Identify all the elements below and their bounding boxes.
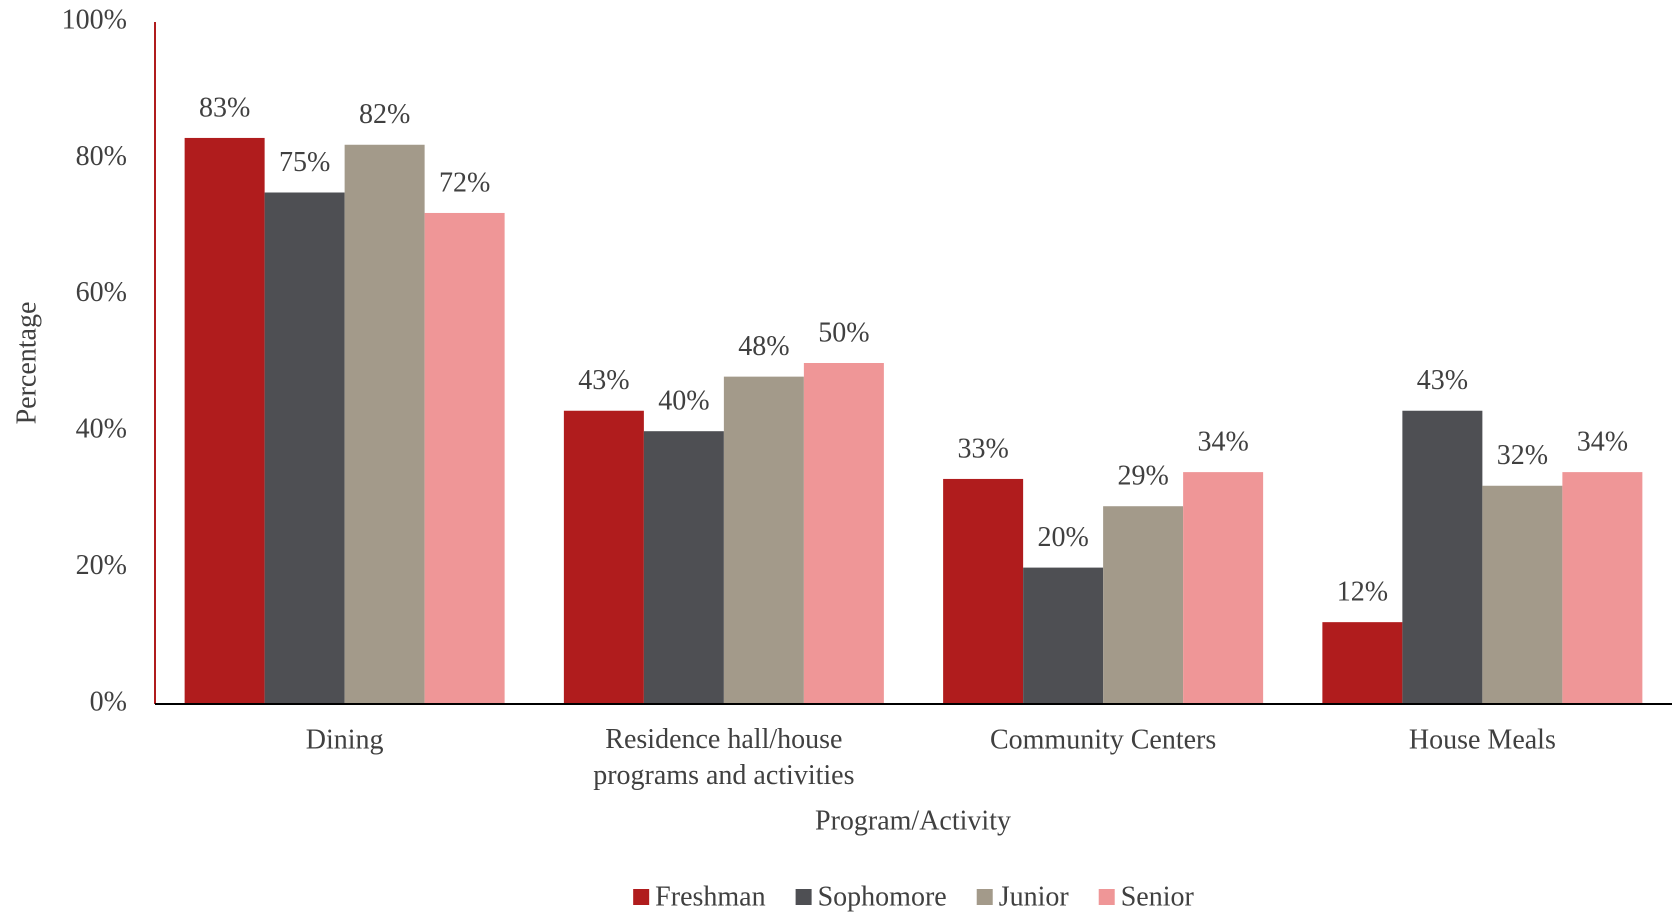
data-label: 29% bbox=[1117, 461, 1168, 492]
bar bbox=[1482, 485, 1563, 704]
data-label: 82% bbox=[359, 99, 410, 130]
legend-swatch bbox=[795, 889, 812, 905]
y-axis-title: Percentage bbox=[11, 302, 42, 425]
x-tick-label: House Meals bbox=[1409, 724, 1556, 755]
bar bbox=[1103, 506, 1184, 704]
bar bbox=[1562, 472, 1643, 704]
legend-label: Sophomore bbox=[818, 881, 947, 912]
y-tick-label: 100% bbox=[62, 4, 127, 35]
x-tick-label: Dining bbox=[306, 724, 384, 755]
bar bbox=[264, 192, 345, 704]
data-label: 75% bbox=[279, 147, 330, 178]
legend-swatch bbox=[976, 889, 993, 905]
legend-label: Junior bbox=[999, 881, 1070, 912]
y-tick-label: 40% bbox=[76, 414, 127, 445]
bar bbox=[344, 144, 425, 704]
x-tick-label: Residence hall/house programs and activit… bbox=[593, 724, 854, 791]
y-tick-label: 20% bbox=[76, 550, 127, 581]
data-label: 83% bbox=[199, 92, 250, 123]
bar bbox=[1023, 567, 1104, 704]
legend-label: Senior bbox=[1121, 881, 1195, 912]
bar bbox=[1322, 622, 1403, 704]
legend-label: Freshman bbox=[655, 881, 765, 912]
data-label: 43% bbox=[1417, 365, 1468, 396]
data-label: 20% bbox=[1037, 522, 1088, 553]
bar bbox=[184, 137, 265, 704]
data-label: 48% bbox=[738, 331, 789, 362]
y-tick-label: 60% bbox=[76, 277, 127, 308]
data-label: 32% bbox=[1497, 440, 1548, 471]
x-axis-title: Program/Activity bbox=[815, 805, 1011, 836]
data-label: 33% bbox=[957, 433, 1008, 464]
data-label: 72% bbox=[439, 167, 490, 198]
bar bbox=[424, 212, 505, 704]
y-tick-label: 0% bbox=[90, 686, 127, 717]
bar bbox=[643, 431, 724, 704]
data-label: 34% bbox=[1577, 427, 1628, 458]
bar bbox=[1183, 472, 1264, 704]
legend-swatch bbox=[1098, 889, 1115, 905]
data-label: 40% bbox=[658, 386, 709, 417]
data-label: 50% bbox=[818, 317, 869, 348]
data-label: 43% bbox=[578, 365, 629, 396]
bar bbox=[803, 363, 884, 704]
x-tick-label: Community Centers bbox=[990, 724, 1216, 755]
bar bbox=[723, 376, 804, 704]
data-label: 34% bbox=[1197, 427, 1248, 458]
bar bbox=[563, 410, 644, 704]
data-label: 12% bbox=[1337, 577, 1388, 608]
bar bbox=[1402, 410, 1483, 704]
bar bbox=[943, 478, 1024, 704]
y-tick-label: 80% bbox=[76, 141, 127, 172]
legend-swatch bbox=[633, 889, 650, 905]
